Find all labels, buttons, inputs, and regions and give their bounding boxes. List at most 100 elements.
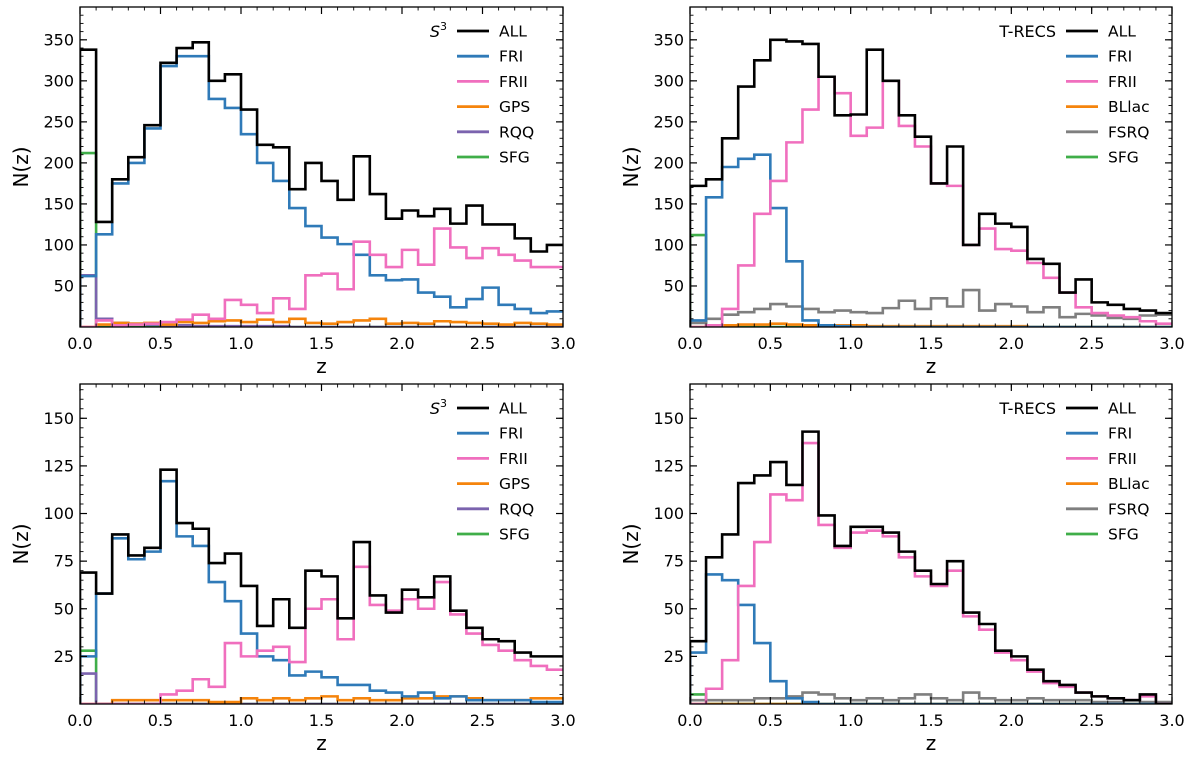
y-tick-label: 350 <box>653 30 684 49</box>
x-axis-label: z <box>316 354 327 378</box>
series-line-gps <box>80 695 563 704</box>
x-axis-label: z <box>316 731 327 755</box>
legend-label-fri: FRI <box>499 425 523 443</box>
y-tick-label: 125 <box>43 456 74 475</box>
x-tick-label: 0.5 <box>758 334 783 353</box>
legend-label-gps: GPS <box>499 98 530 116</box>
x-tick-label: 1.5 <box>309 334 334 353</box>
legend-label-sfg: SFG <box>499 526 530 544</box>
legend-label-sfg: SFG <box>499 149 530 167</box>
series-line-all <box>690 430 1172 704</box>
series-line-fri <box>80 54 563 327</box>
y-tick-label: 250 <box>43 112 74 131</box>
catalog-label: T-RECS <box>998 399 1056 418</box>
legend-label-frii: FRII <box>1108 450 1137 468</box>
y-tick-label: 25 <box>54 647 74 666</box>
x-tick-label: 0.0 <box>67 711 92 730</box>
x-axis-label: z <box>926 354 937 378</box>
x-tick-label: 0.5 <box>148 334 173 353</box>
x-tick-label: 2.5 <box>470 334 495 353</box>
x-tick-label: 1.0 <box>838 334 863 353</box>
y-axis-label: N(z) <box>619 523 643 564</box>
legend-label-sfg: SFG <box>1108 149 1139 167</box>
x-tick-label: 0.5 <box>148 711 173 730</box>
y-tick-label: 100 <box>43 504 74 523</box>
x-tick-label: 3.0 <box>1159 711 1184 730</box>
legend-label-all: ALL <box>499 23 527 41</box>
y-tick-label: 200 <box>43 153 74 172</box>
legend-label-fri: FRI <box>1108 48 1132 66</box>
y-axis-label: N(z) <box>9 523 33 564</box>
x-tick-label: 1.0 <box>228 711 253 730</box>
legend-label-all: ALL <box>499 400 527 418</box>
y-tick-label: 250 <box>653 112 684 131</box>
x-tick-label: 2.5 <box>470 711 495 730</box>
plot-frame <box>689 383 1173 705</box>
series-line-frii <box>80 227 563 327</box>
y-tick-label: 150 <box>43 194 74 213</box>
legend-label-gps: GPS <box>499 475 530 493</box>
series-line-fri <box>80 479 563 704</box>
y-tick-label: 50 <box>664 599 684 618</box>
legend-label-frii: FRII <box>1108 73 1137 91</box>
chart-panel-1: 0.0 0.5 1.0 1.5 2.0 2.5 3.0 50 100 150 200 250 300 35… <box>9 6 576 378</box>
x-tick-label: 0.0 <box>677 711 702 730</box>
x-tick-label: 1.5 <box>918 334 943 353</box>
y-tick-label: 75 <box>664 552 684 571</box>
plot-frame <box>79 383 564 705</box>
series-line-rqq <box>80 274 563 327</box>
y-tick-label: 150 <box>43 409 74 428</box>
x-tick-label: 3.0 <box>550 334 575 353</box>
catalog-label: T-RECS <box>998 22 1056 41</box>
series-line-all <box>80 468 563 704</box>
series-group <box>80 40 563 327</box>
legend-label-fsrq: FSRQ <box>1108 123 1149 141</box>
x-tick-label: 1.5 <box>918 711 943 730</box>
y-tick-label: 100 <box>43 235 74 254</box>
x-tick-label: 0.5 <box>758 711 783 730</box>
legend-label-sfg: SFG <box>1108 526 1139 544</box>
legend-label-frii: FRII <box>499 73 528 91</box>
y-tick-label: 50 <box>664 276 684 295</box>
x-tick-label: 1.0 <box>228 334 253 353</box>
y-axis-label: N(z) <box>619 146 643 187</box>
x-tick-label: 2.5 <box>1079 334 1104 353</box>
y-axis-label: N(z) <box>9 146 33 187</box>
x-axis-label: z <box>926 731 937 755</box>
y-tick-label: 300 <box>653 71 684 90</box>
catalog-label: S3 <box>430 397 447 418</box>
legend-label-bllac: BLlac <box>1108 475 1150 493</box>
legend-label-fri: FRI <box>1108 425 1132 443</box>
series-group <box>80 468 563 704</box>
y-tick-label: 75 <box>54 552 74 571</box>
x-tick-label: 3.0 <box>1159 334 1184 353</box>
legend-label-fsrq: FSRQ <box>1108 500 1149 518</box>
x-tick-label: 0.0 <box>67 334 92 353</box>
legend-label-rqq: RQQ <box>499 123 534 141</box>
series-line-fri <box>690 573 1172 704</box>
y-tick-label: 200 <box>653 153 684 172</box>
x-tick-label: 2.0 <box>389 711 414 730</box>
catalog-label: S3 <box>430 20 447 41</box>
series-group <box>690 430 1172 704</box>
x-tick-label: 0.0 <box>677 334 702 353</box>
y-tick-label: 350 <box>43 30 74 49</box>
x-tick-label: 2.5 <box>1079 711 1104 730</box>
legend-label-fri: FRI <box>499 48 523 66</box>
y-tick-label: 150 <box>653 194 684 213</box>
y-tick-label: 100 <box>653 504 684 523</box>
y-tick-label: 25 <box>664 647 684 666</box>
y-tick-label: 100 <box>653 235 684 254</box>
x-tick-label: 3.0 <box>550 711 575 730</box>
legend-label-all: ALL <box>1108 23 1136 41</box>
x-tick-label: 2.0 <box>999 711 1024 730</box>
x-tick-label: 1.5 <box>309 711 334 730</box>
y-tick-label: 50 <box>54 599 74 618</box>
chart-panel-2: 0.0 0.5 1.0 1.5 2.0 2.5 3.0 50 100 150 200 250 300 35… <box>619 6 1185 378</box>
series-group <box>690 38 1172 327</box>
x-tick-label: 2.0 <box>389 334 414 353</box>
legend-label-frii: FRII <box>499 450 528 468</box>
chart-panel-4: 0.0 0.5 1.0 1.5 2.0 2.5 3.0 25 50 75 100 125 150 z N(z… <box>619 383 1185 755</box>
legend-label-all: ALL <box>1108 400 1136 418</box>
